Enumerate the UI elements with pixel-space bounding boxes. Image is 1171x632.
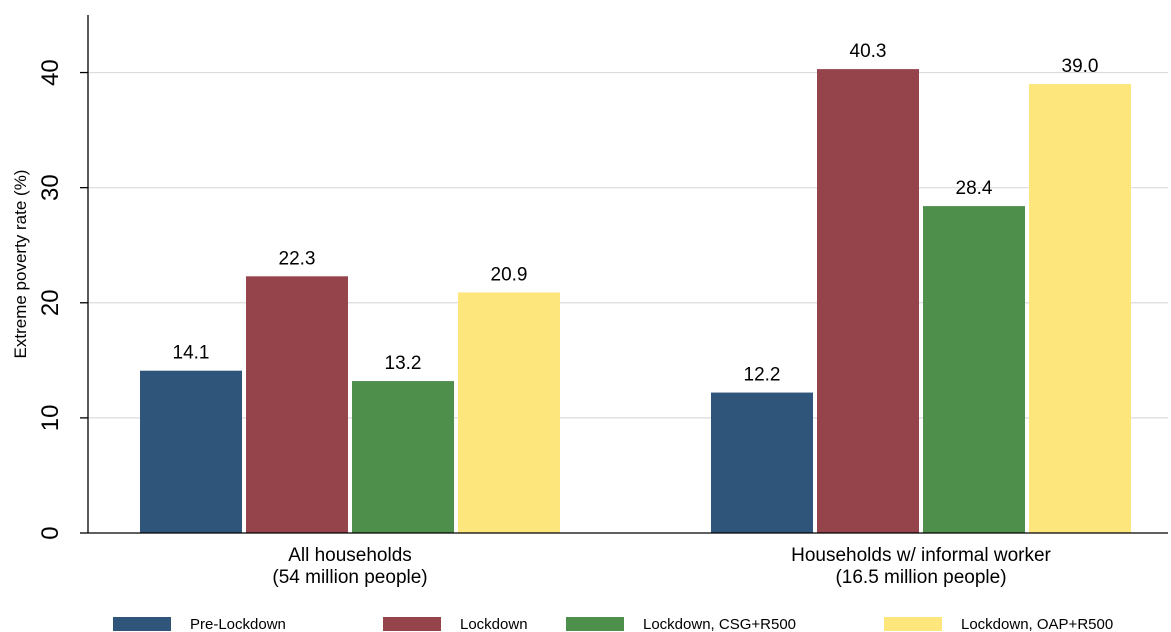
- legend-label: Pre-Lockdown: [190, 616, 286, 632]
- y-tick-label: 30: [37, 174, 64, 201]
- data-label: 12.2: [744, 365, 781, 386]
- data-label: 39.0: [1062, 56, 1099, 77]
- legend-swatch: [566, 617, 624, 631]
- data-label: 28.4: [956, 178, 993, 199]
- legend-swatch: [113, 617, 171, 631]
- bars: [140, 69, 1131, 534]
- y-tick-label: 10: [37, 405, 64, 432]
- legend: Pre-Lockdown Lockdown Lockdown, CSG+R500 Lo…: [113, 616, 1113, 632]
- data-labels: 14.1 12.2 22.3 40.3 13.2 28.4 20.9 39.0: [173, 41, 1099, 385]
- legend-label: Lockdown, CSG+R500: [643, 616, 796, 632]
- y-tick-label: 0: [37, 526, 64, 539]
- category-label: (16.5 million people): [835, 567, 1006, 588]
- category-label: Households w/ informal worker: [791, 545, 1051, 566]
- bar-0-0: [140, 370, 242, 533]
- legend-swatch: [383, 617, 441, 631]
- bar-2-1: [923, 206, 1025, 533]
- bar-3-0: [458, 292, 560, 533]
- legend-label: Lockdown: [460, 616, 528, 632]
- bar-1-0: [246, 276, 348, 533]
- legend-label: Lockdown, OAP+R500: [961, 616, 1113, 632]
- category-label: All households: [288, 545, 412, 566]
- bar-2-0: [352, 381, 454, 533]
- bar-1-1: [817, 69, 919, 533]
- y-tick-label: 20: [37, 289, 64, 316]
- data-label: 40.3: [850, 41, 887, 62]
- category-label: (54 million people): [272, 567, 427, 588]
- bar-0-1: [711, 392, 813, 533]
- legend-swatch: [884, 617, 942, 631]
- y-tick-label: 40: [37, 59, 64, 86]
- data-label: 13.2: [385, 353, 422, 374]
- bar-3-1: [1029, 84, 1131, 534]
- data-label: 14.1: [173, 343, 210, 364]
- y-axis-title: Extreme poverty rate (%): [11, 170, 30, 359]
- axes: 0 10 20 30 40 Extreme poverty rate (%) All hou…: [11, 15, 1168, 588]
- data-label: 20.9: [491, 264, 528, 285]
- data-label: 22.3: [279, 248, 316, 269]
